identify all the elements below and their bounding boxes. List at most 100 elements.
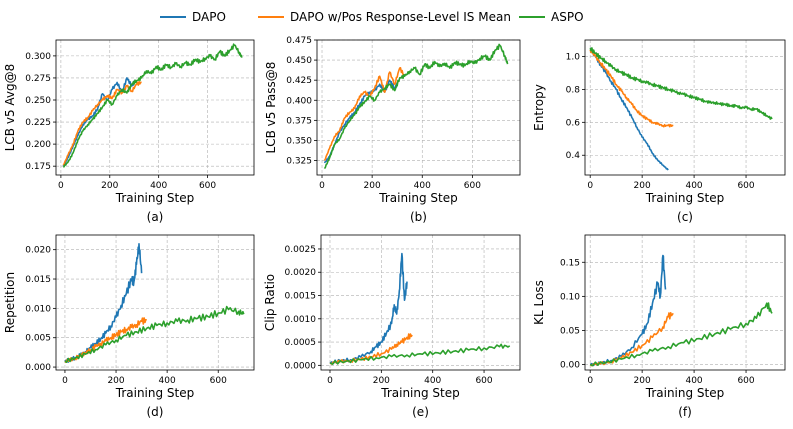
y-tick-label-2: 0.225 [25, 118, 51, 128]
x-axis-label: Training Step [115, 191, 195, 205]
x-tick-label-3: 600 [475, 376, 492, 386]
x-tick-label-1: 200 [107, 376, 124, 386]
y-axis-label: Repetition [3, 272, 17, 333]
legend-label-1: DAPO w/Pos Response-Level IS Mean [290, 10, 511, 24]
x-tick-label-1: 200 [101, 181, 118, 191]
x-tick-label-0: 0 [587, 376, 593, 386]
plot-frame [584, 234, 786, 371]
panel-caption: (b) [410, 210, 427, 224]
panel-b: 0.325 0.350 0.375 0.400 0.425 0.450 0.475 0 200 4… [264, 36, 521, 224]
x-tick-label-3: 600 [464, 181, 481, 191]
series-line-aspo [329, 343, 511, 366]
y-tick-label-5: 0.450 [286, 56, 312, 66]
y-tick-label-0: 0.325 [286, 157, 312, 167]
y-tick-label-5: 0.0025 [285, 245, 317, 255]
legend: DAPO DAPO w/Pos Response-Level IS Mean ASP… [160, 10, 584, 24]
x-tick-label-2: 400 [685, 181, 702, 191]
y-tick-label-3: 0.400 [286, 96, 312, 106]
y-tick-label-1: 0.05 [560, 326, 580, 336]
y-axis-label: LCB v5 Avg@8 [3, 64, 17, 152]
plot-frame [316, 39, 521, 176]
panel-d: 0.000 0.005 0.010 0.015 0.020 0 200 400 600 Train… [3, 234, 255, 419]
legend-label-2: ASPO [551, 10, 584, 24]
y-tick-label-4: 0.275 [25, 74, 51, 84]
y-tick-label-3: 0.0015 [285, 292, 317, 302]
y-tick-label-4: 0.020 [25, 246, 51, 256]
x-tick-label-0: 0 [62, 376, 68, 386]
series-line-dapo-w-pos-response-level-is-mean [323, 67, 406, 161]
x-tick-label-3: 600 [210, 376, 227, 386]
x-tick-label-2: 400 [150, 181, 167, 191]
y-tick-label-1: 0.350 [286, 136, 312, 146]
x-tick-label-2: 400 [424, 376, 441, 386]
y-tick-label-0: 0.0000 [285, 361, 317, 371]
x-tick-label-0: 0 [319, 181, 325, 191]
y-tick-label-0: 0.175 [25, 162, 51, 172]
y-tick-label-5: 0.300 [25, 52, 51, 62]
plot-frame [584, 39, 786, 176]
legend-entry-1: DAPO w/Pos Response-Level IS Mean [258, 10, 511, 24]
series-line-aspo [64, 305, 245, 364]
chart-panels: 0.175 0.200 0.225 0.250 0.275 0.300 0 200 400 600… [3, 36, 786, 419]
panel-a: 0.175 0.200 0.225 0.250 0.275 0.300 0 200 400 600… [3, 39, 255, 224]
y-tick-label-0: 0.00 [560, 361, 580, 371]
plot-frame [55, 39, 255, 176]
y-tick-label-3: 0.15 [560, 258, 580, 268]
x-axis-label: Training Step [380, 386, 460, 400]
x-axis-label: Training Step [115, 386, 195, 400]
x-tick-label-3: 600 [737, 376, 754, 386]
legend-entry-2: ASPO [519, 10, 584, 24]
y-tick-label-4: 0.0020 [285, 268, 317, 278]
series-line-dapo-w-pos-response-level-is-mean [589, 311, 674, 367]
x-tick-label-3: 600 [737, 181, 754, 191]
x-tick-label-2: 400 [159, 376, 176, 386]
legend-label-0: DAPO [192, 10, 226, 24]
x-tick-label-3: 600 [199, 181, 216, 191]
y-tick-label-0: 0.4 [566, 151, 581, 161]
y-tick-label-4: 0.425 [286, 76, 312, 86]
y-tick-label-6: 0.475 [286, 36, 312, 46]
panel-caption: (d) [147, 405, 164, 419]
y-tick-label-2: 0.010 [25, 304, 51, 314]
panel-e: 0.0000 0.0005 0.0010 0.0015 0.0020 0.0025 0 200… [263, 234, 521, 419]
y-tick-label-1: 0.200 [25, 140, 51, 150]
x-axis-label: Training Step [378, 191, 458, 205]
x-axis-label: Training Step [645, 386, 725, 400]
y-axis-label: LCB v5 Pass@8 [264, 62, 278, 154]
y-tick-label-2: 0.375 [286, 116, 312, 126]
panel-f: 0.00 0.05 0.10 0.15 0 200 400 600 Training Step K… [532, 234, 786, 419]
y-tick-label-1: 0.0005 [285, 338, 317, 348]
x-tick-label-0: 0 [327, 376, 333, 386]
y-tick-label-3: 0.015 [25, 275, 51, 285]
panel-caption: (f) [678, 405, 692, 419]
x-axis-label: Training Step [645, 191, 725, 205]
series-line-aspo [589, 302, 773, 367]
plot-frame [55, 234, 255, 371]
y-tick-label-1: 0.005 [25, 334, 51, 344]
series-line-dapo [323, 79, 398, 164]
series-line-dapo [62, 77, 135, 167]
series-line-aspo [62, 43, 243, 168]
series-line-aspo [323, 43, 509, 170]
panel-caption: (a) [147, 210, 164, 224]
y-tick-label-3: 1.0 [566, 52, 581, 62]
x-tick-label-2: 400 [685, 376, 702, 386]
y-tick-label-1: 0.6 [566, 118, 581, 128]
y-tick-label-0: 0.000 [25, 363, 51, 373]
legend-entry-0: DAPO [160, 10, 226, 24]
plot-frame [320, 234, 521, 371]
series-line-aspo [589, 47, 773, 120]
x-tick-label-1: 200 [634, 181, 651, 191]
y-tick-label-2: 0.10 [560, 292, 580, 302]
x-tick-label-2: 400 [414, 181, 431, 191]
panel-caption: (e) [412, 405, 429, 419]
series-line-dapo-w-pos-response-level-is-mean [589, 49, 674, 128]
x-tick-label-0: 0 [58, 181, 64, 191]
y-tick-label-2: 0.8 [566, 85, 581, 95]
x-tick-label-1: 200 [634, 376, 651, 386]
x-tick-label-0: 0 [587, 181, 593, 191]
y-tick-label-3: 0.250 [25, 96, 51, 106]
series-line-dapo [64, 243, 143, 363]
x-tick-label-1: 200 [364, 181, 381, 191]
